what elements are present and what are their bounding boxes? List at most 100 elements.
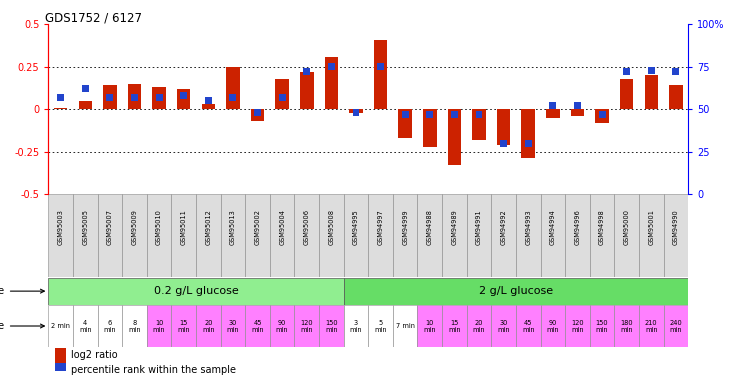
Bar (155, 94, 162, 101)
Bar (599, 111, 606, 118)
Text: GSM95007: GSM95007 (107, 209, 113, 245)
Bar (55, 348, 66, 363)
Bar (279, 94, 286, 101)
Text: GSM94993: GSM94993 (525, 209, 531, 245)
Text: 120
min: 120 min (301, 320, 313, 333)
Text: 10
min: 10 min (153, 320, 165, 333)
Bar (196, 194, 221, 277)
Bar (57, 94, 64, 101)
Text: 20
min: 20 min (202, 320, 214, 333)
Text: time: time (0, 321, 45, 331)
Bar (402, 111, 408, 118)
Bar (251, 109, 264, 121)
Bar (180, 92, 187, 99)
Bar (522, 109, 535, 158)
Text: 30
min: 30 min (227, 320, 240, 333)
Bar (491, 305, 516, 347)
Text: 150
min: 150 min (596, 320, 609, 333)
Bar (55, 363, 66, 375)
Bar (393, 305, 417, 347)
Text: 5
min: 5 min (374, 320, 387, 333)
Text: GSM95009: GSM95009 (132, 209, 138, 245)
Text: GSM94995: GSM94995 (353, 209, 359, 245)
Text: GSM94994: GSM94994 (550, 209, 556, 245)
Text: 8
min: 8 min (128, 320, 141, 333)
Bar (451, 111, 458, 118)
Text: GSM95006: GSM95006 (304, 209, 310, 245)
Bar (147, 305, 171, 347)
Bar (620, 79, 633, 109)
Text: 15
min: 15 min (448, 320, 461, 333)
Bar (82, 86, 89, 92)
Text: 15
min: 15 min (177, 320, 190, 333)
Bar (664, 194, 688, 277)
Bar (229, 94, 237, 101)
Bar (442, 194, 466, 277)
Text: 45
min: 45 min (522, 320, 534, 333)
Text: GSM94991: GSM94991 (476, 209, 482, 245)
Bar (103, 86, 117, 109)
Bar (475, 111, 482, 118)
Bar (344, 278, 688, 305)
Bar (171, 305, 196, 347)
Bar (73, 194, 97, 277)
Text: GSM94989: GSM94989 (452, 209, 458, 245)
Bar (128, 84, 141, 109)
Text: GSM95001: GSM95001 (648, 209, 654, 245)
Text: GSM95000: GSM95000 (623, 209, 629, 245)
Bar (546, 109, 559, 118)
Bar (48, 194, 73, 277)
Bar (295, 305, 319, 347)
Bar (226, 67, 240, 109)
Bar (565, 305, 590, 347)
Bar (399, 109, 412, 138)
Bar (525, 140, 532, 147)
Bar (131, 94, 138, 101)
Text: GSM95008: GSM95008 (328, 209, 334, 245)
Bar (304, 69, 310, 75)
Bar (275, 79, 289, 109)
Bar (639, 305, 664, 347)
Bar (423, 109, 437, 147)
Text: 30
min: 30 min (497, 320, 510, 333)
Bar (442, 305, 466, 347)
Bar (426, 111, 433, 118)
Bar (344, 305, 368, 347)
Text: 6
min: 6 min (103, 320, 116, 333)
Bar (221, 305, 246, 347)
Bar (644, 75, 658, 109)
Text: GSM95010: GSM95010 (156, 209, 162, 245)
Bar (541, 305, 565, 347)
Text: 45
min: 45 min (251, 320, 264, 333)
Text: GDS1752 / 6127: GDS1752 / 6127 (45, 11, 142, 24)
Text: 90
min: 90 min (547, 320, 559, 333)
Bar (205, 98, 212, 104)
Text: 10
min: 10 min (423, 320, 436, 333)
Text: GSM95011: GSM95011 (181, 209, 187, 245)
Text: 150
min: 150 min (325, 320, 338, 333)
Text: GSM95005: GSM95005 (83, 209, 89, 245)
Text: 20
min: 20 min (472, 320, 485, 333)
Bar (79, 101, 92, 109)
Bar (319, 305, 344, 347)
Bar (373, 40, 388, 109)
Bar (615, 305, 639, 347)
Bar (171, 194, 196, 277)
Bar (595, 109, 609, 123)
Bar (122, 194, 147, 277)
Text: 180
min: 180 min (620, 320, 633, 333)
Bar (639, 194, 664, 277)
Bar (466, 305, 491, 347)
Text: 90
min: 90 min (276, 320, 289, 333)
Bar (73, 305, 97, 347)
Text: GSM95002: GSM95002 (254, 209, 260, 245)
Bar (648, 67, 655, 74)
Text: GSM94996: GSM94996 (574, 209, 580, 245)
Text: GSM94998: GSM94998 (599, 209, 605, 245)
Bar (97, 305, 122, 347)
Bar (54, 108, 68, 109)
Bar (466, 194, 491, 277)
Bar (565, 194, 590, 277)
Bar (497, 109, 510, 145)
Text: 240
min: 240 min (670, 320, 682, 333)
